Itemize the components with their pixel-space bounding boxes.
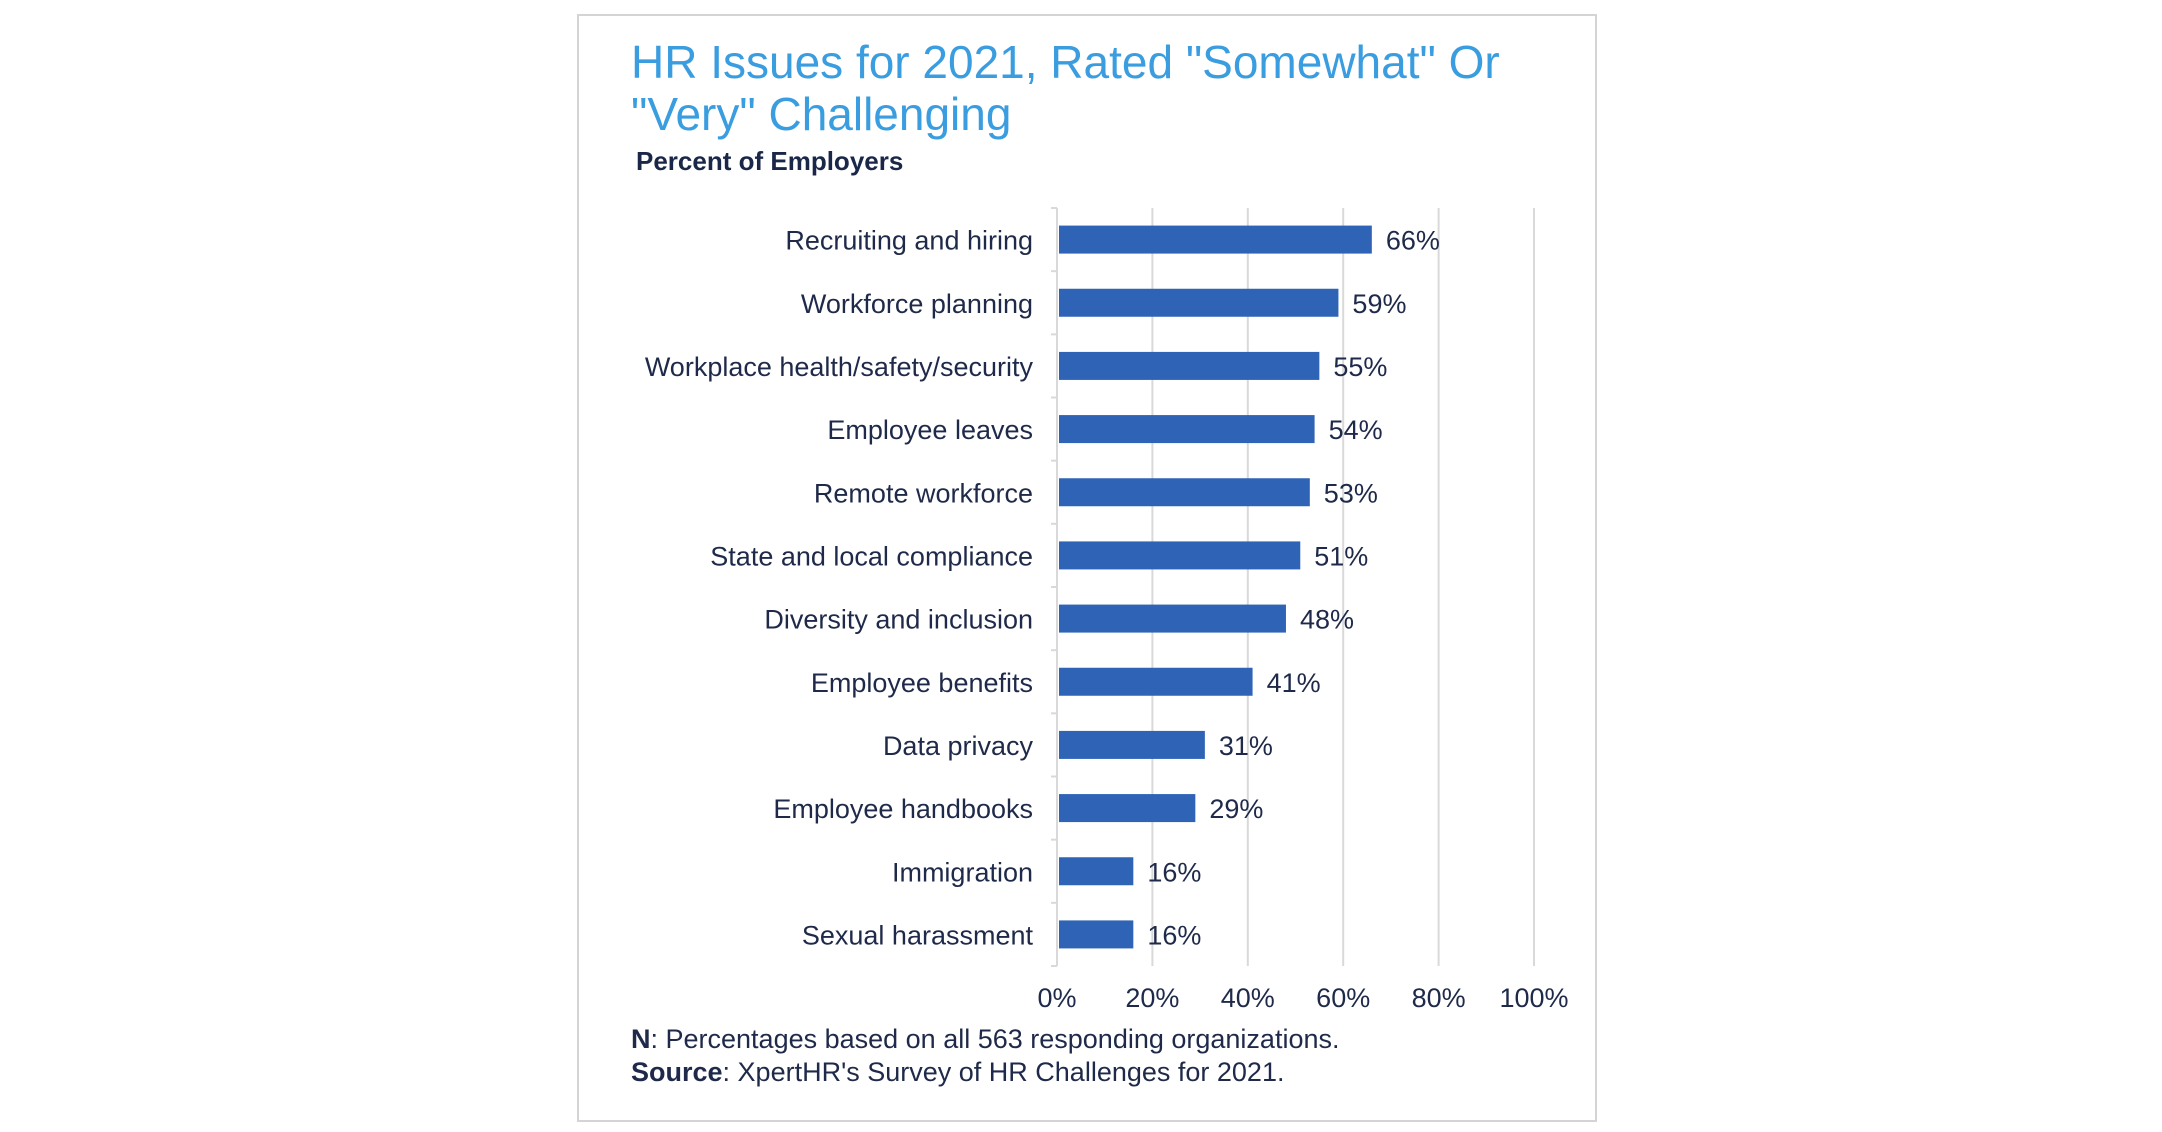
- category-label: Diversity and inclusion: [764, 605, 1033, 635]
- category-label: Workforce planning: [801, 289, 1033, 319]
- category-label: Sexual harassment: [802, 920, 1034, 950]
- category-label: Employee handbooks: [773, 794, 1033, 824]
- data-label: 53%: [1324, 478, 1378, 508]
- x-tick-label: 60%: [1316, 983, 1370, 1013]
- category-label: Employee benefits: [811, 668, 1033, 698]
- category-label: Immigration: [892, 857, 1033, 887]
- bar: [1059, 288, 1339, 317]
- category-label: State and local compliance: [710, 541, 1033, 571]
- note-n: N: Percentages based on all 563 respondi…: [631, 1024, 1339, 1055]
- note-n-label: N: [631, 1024, 651, 1054]
- chart-subtitle: Percent of Employers: [636, 146, 904, 176]
- bar: [1059, 351, 1320, 380]
- bar: [1059, 857, 1134, 886]
- data-label: 51%: [1314, 541, 1368, 571]
- x-tick-label: 80%: [1412, 983, 1466, 1013]
- data-label: 16%: [1147, 920, 1201, 950]
- x-tick-label: 20%: [1125, 983, 1179, 1013]
- note-n-text: : Percentages based on all 563 respondin…: [650, 1024, 1340, 1054]
- data-label: 41%: [1267, 668, 1321, 698]
- bar: [1059, 225, 1372, 254]
- x-tick-label: 40%: [1221, 983, 1275, 1013]
- category-label: Remote workforce: [814, 478, 1033, 508]
- x-tick-label: 0%: [1037, 983, 1076, 1013]
- data-label: 54%: [1329, 415, 1383, 445]
- bar: [1059, 604, 1286, 633]
- x-tick-label: 100%: [1499, 983, 1568, 1013]
- bar: [1059, 541, 1301, 570]
- bar: [1059, 730, 1205, 759]
- bar: [1059, 794, 1196, 823]
- note-source-text: : XpertHR's Survey of HR Challenges for …: [722, 1057, 1285, 1087]
- note-source-label: Source: [631, 1057, 723, 1087]
- category-label: Recruiting and hiring: [785, 226, 1033, 256]
- data-label: 16%: [1147, 857, 1201, 887]
- data-label: 59%: [1352, 289, 1406, 319]
- bar: [1059, 415, 1315, 444]
- data-label: 31%: [1219, 731, 1273, 761]
- note-source: Source: XpertHR's Survey of HR Challenge…: [631, 1057, 1284, 1088]
- data-label: 66%: [1386, 226, 1440, 256]
- bar: [1059, 667, 1253, 696]
- bar: [1059, 478, 1310, 507]
- data-label: 29%: [1209, 794, 1263, 824]
- category-label: Workplace health/safety/security: [645, 352, 1034, 382]
- category-label: Employee leaves: [827, 415, 1033, 445]
- chart-title: HR Issues for 2021, Rated "Somewhat" Or …: [631, 36, 1500, 140]
- data-label: 48%: [1300, 605, 1354, 635]
- category-label: Data privacy: [883, 731, 1034, 761]
- data-label: 55%: [1333, 352, 1387, 382]
- bar: [1059, 920, 1134, 949]
